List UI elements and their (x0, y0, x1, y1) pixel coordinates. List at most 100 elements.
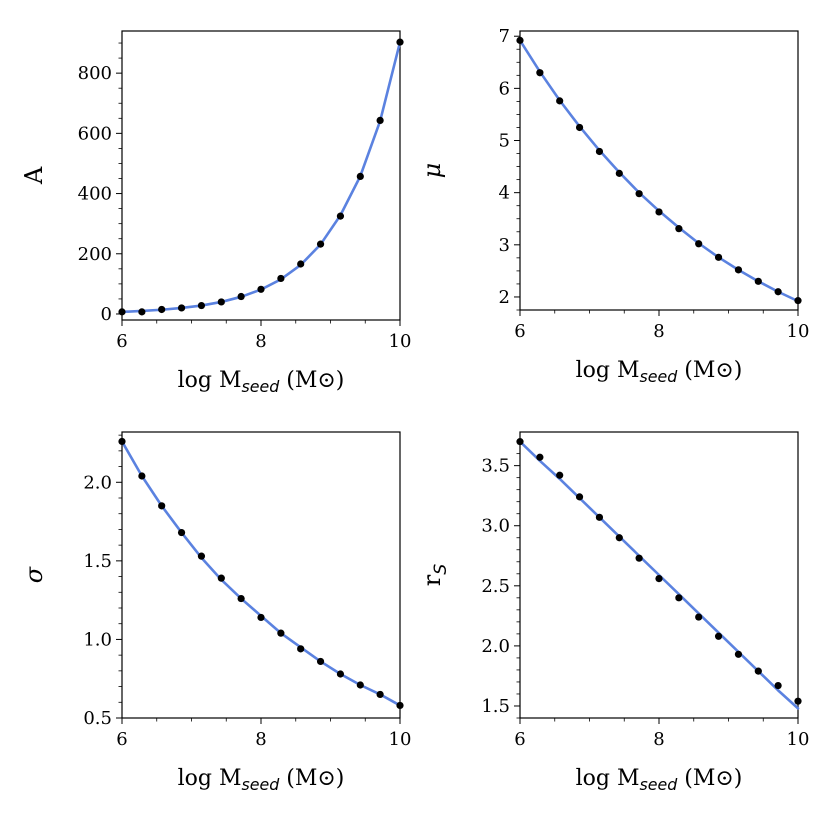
x-axis-label: log Mseed (M⊙) (178, 368, 345, 396)
data-point (774, 681, 782, 690)
data-point (575, 493, 584, 501)
x-tick-label: 8 (255, 331, 266, 352)
data-point (257, 613, 265, 622)
data-point (615, 534, 623, 542)
x-tick-label: 8 (255, 729, 266, 750)
data-point (595, 147, 604, 156)
data-point (396, 38, 404, 46)
y-tick-label: 0 (101, 304, 112, 325)
fit-line (518, 39, 800, 303)
x-axis-label: log Mseed (M⊙) (178, 766, 345, 794)
x-tick-label: 10 (389, 729, 412, 750)
data-point (675, 225, 683, 233)
y-tick-label: 4 (499, 183, 510, 204)
data-point (396, 701, 404, 710)
fit-line (518, 440, 800, 710)
data-point (316, 657, 325, 666)
x-tick-label: 6 (116, 331, 127, 352)
data-point (754, 667, 762, 675)
data-point (714, 632, 723, 640)
data-point (675, 594, 683, 602)
y-tick-label: 1.5 (481, 696, 510, 717)
data-point (774, 288, 782, 296)
y-tick-label: 2.0 (83, 472, 112, 493)
data-point (615, 169, 623, 177)
y-tick-label: 0.5 (83, 708, 112, 729)
data-point (635, 554, 643, 562)
data-point (158, 305, 166, 314)
data-point (297, 645, 305, 653)
subplot-2: 6 8 10 2 3 4 5 6 7 μ log Mseed (M⊙) (418, 26, 809, 386)
data-point (734, 266, 743, 274)
y-tick-label: 2.5 (481, 576, 510, 597)
x-tick-label: 10 (787, 321, 810, 342)
y-tick-label: 6 (499, 78, 510, 99)
data-point (556, 97, 564, 105)
data-point (257, 285, 265, 293)
data-point (177, 528, 186, 537)
data-point (575, 123, 584, 132)
data-point (316, 240, 325, 248)
data-point (237, 292, 245, 301)
y-tick-label: 3.0 (481, 516, 510, 537)
data-point (336, 670, 345, 678)
data-point (794, 697, 802, 705)
data-point (336, 212, 345, 220)
x-axis-label: log Mseed (M⊙) (576, 358, 743, 386)
y-tick-label: 3 (499, 235, 510, 256)
y-tick-label: 1.5 (83, 551, 112, 572)
data-point (376, 116, 384, 125)
y-tick-label: 800 (78, 63, 112, 84)
data-point (197, 301, 206, 310)
data-point (794, 297, 802, 305)
y-tick-label: 7 (499, 26, 510, 47)
data-point (655, 575, 663, 583)
subplot-3: 6 8 10 0.5 1.0 1.5 2.0 σ log Mseed (M⊙) (20, 431, 412, 794)
data-point (177, 304, 186, 312)
y-axis-label: σ (20, 566, 48, 583)
data-point (376, 690, 384, 699)
fit-line (120, 440, 402, 707)
data-point (556, 471, 564, 479)
data-point (277, 274, 285, 283)
data-point (118, 437, 126, 446)
y-tick-label: 5 (499, 131, 510, 152)
x-tick-label: 10 (389, 331, 412, 352)
x-tick-label: 6 (514, 729, 525, 750)
x-tick-label: 8 (653, 729, 664, 750)
data-point (734, 650, 743, 658)
data-point (197, 552, 206, 560)
data-point (714, 253, 723, 261)
y-tick-label: 2.0 (481, 636, 510, 657)
y-axis-label: μ (418, 163, 446, 179)
data-point (695, 240, 703, 248)
data-point (138, 472, 146, 480)
data-point (695, 613, 703, 621)
data-point (655, 208, 663, 216)
data-point (217, 298, 225, 306)
y-tick-label: 1.0 (83, 629, 112, 650)
data-point (635, 190, 643, 198)
y-tick-label: 600 (78, 123, 112, 144)
data-point (536, 453, 544, 461)
data-point (158, 502, 166, 510)
x-tick-label: 6 (514, 321, 525, 342)
plot-frame (121, 431, 401, 719)
data-point (595, 513, 604, 521)
x-tick-label: 6 (116, 729, 127, 750)
data-point (516, 438, 524, 446)
y-axis-label: A (20, 166, 48, 185)
data-point (356, 681, 364, 689)
x-axis-label: log Mseed (M⊙) (576, 766, 743, 794)
data-point (297, 260, 305, 268)
y-tick-label: 400 (78, 184, 112, 205)
y-tick-label: 200 (78, 244, 112, 265)
data-point (277, 629, 285, 637)
data-point (138, 308, 146, 316)
data-point (536, 69, 544, 77)
subplot-4: 6 8 10 1.5 2.0 2.5 3.0 3.5 rS log Mseed (M⊙) (418, 431, 809, 794)
y-axis-label: rS (418, 564, 451, 586)
data-point (217, 574, 225, 582)
